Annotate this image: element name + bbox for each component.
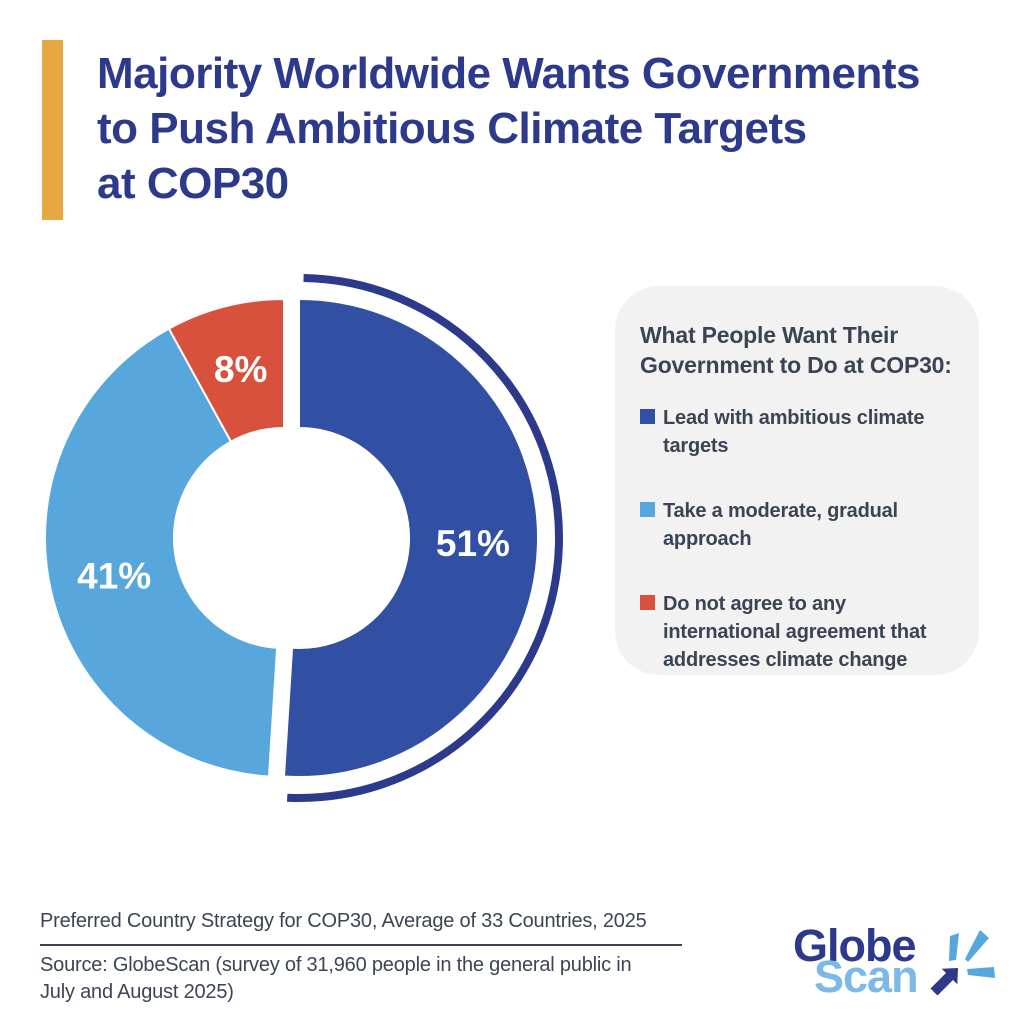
slice-data-label: 41% [77,555,151,596]
emphasis-arc [287,274,563,802]
slice-data-label: 51% [436,523,510,564]
slice-data-label: 8% [214,349,267,390]
legend-item-label: Do not agree to any international agreem… [663,593,927,671]
legend-color-swatch [640,595,655,610]
logo-ray-right [967,967,995,978]
logo-word-scan: Scan [814,951,919,1002]
logo-arrow-shape [930,968,958,996]
source-note: Source: GlobeScan (survey of 31,960 peop… [40,954,632,1003]
donut-chart: 51% 41% 8% [44,274,563,802]
legend-item-no-agreement: Do not agree to any international agreem… [640,590,953,674]
title-accent-bar [42,40,63,220]
globescan-logo: Globe Scan [780,912,1010,1012]
footer-divider [40,944,682,946]
chart-caption: Preferred Country Strategy for COP30, Av… [40,910,647,932]
legend-item-label: Lead with ambitious climate targets [663,407,925,457]
legend-title: What People Want Their Government to Do … [640,322,952,378]
legend-item-moderate: Take a moderate, gradual approach [640,497,953,553]
legend-card: What People Want Their Government to Do … [615,286,979,675]
logo-ray-up [949,933,959,961]
legend-item-ambitious: Lead with ambitious climate targets [640,404,953,460]
logo-word-globe: Globe [793,920,917,971]
legend-color-swatch [640,502,655,517]
donut-slice-0 [282,297,539,778]
legend-color-swatch [640,409,655,424]
arrow-spark-icon [930,930,995,996]
legend-item-label: Take a moderate, gradual approach [663,500,898,550]
page-title: Majority Worldwide Wants Governments to … [97,49,921,208]
donut-slice-2 [167,297,285,443]
logo-ray-upright [965,930,989,962]
donut-slice-1 [44,327,279,778]
